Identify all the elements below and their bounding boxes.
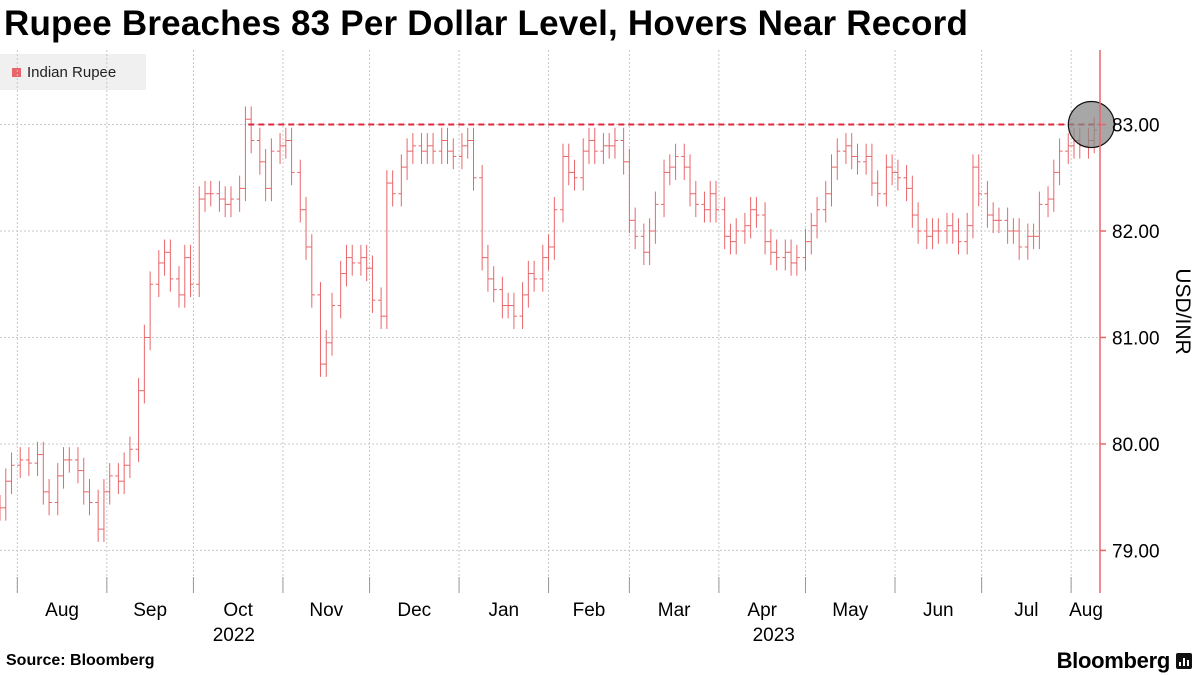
price-bars	[0, 106, 1098, 542]
y-axis-title: USD/INR	[1171, 268, 1194, 354]
x-tick-label: Feb	[573, 600, 606, 621]
chart-title: Rupee Breaches 83 Per Dollar Level, Hove…	[4, 4, 969, 43]
x-tick-label: Jun	[923, 600, 954, 621]
y-tick-label: 80.00	[1112, 435, 1160, 456]
x-year-label: 2022	[213, 625, 255, 646]
x-tick-label: Sep	[133, 600, 167, 621]
x-tick-label: Mar	[658, 600, 691, 621]
x-tick-label: Oct	[223, 600, 253, 621]
legend: Indian Rupee	[0, 54, 146, 90]
y-tick-label: 83.00	[1112, 116, 1160, 137]
bar-chart-icon	[1176, 653, 1192, 669]
x-tick-label: Jul	[1014, 600, 1038, 621]
highlight-circle	[1067, 100, 1115, 149]
y-tick-label: 79.00	[1112, 541, 1160, 562]
x-tick-label: Aug	[45, 600, 79, 621]
x-tick-label: Aug	[1069, 600, 1103, 621]
brand-wordmark: Bloomberg	[1056, 648, 1171, 673]
legend-label-indian-rupee: Indian Rupee	[27, 63, 117, 81]
highlight-marker	[1067, 100, 1115, 149]
source-note: Source: Bloomberg	[6, 652, 155, 669]
x-axis: Aug Sep Oct Nov Dec Jan Feb Mar Apr May Jun Jul Aug 2…	[16, 577, 1103, 646]
brand-logo: Bloomberg	[1057, 648, 1192, 674]
y-axis: 79.00 80.00 81.00 82.00 83.00 USD/INR	[1099, 50, 1194, 593]
x-year-label: 2023	[753, 625, 795, 646]
y-tick-label: 82.00	[1112, 222, 1160, 243]
y-tick-label: 81.00	[1112, 328, 1160, 349]
grid-lines	[0, 50, 1100, 593]
x-tick-label: Nov	[309, 600, 343, 621]
x-tick-label: Jan	[488, 600, 519, 621]
legend-swatch	[12, 67, 21, 77]
x-tick-label: Apr	[747, 600, 777, 621]
x-tick-label: May	[832, 600, 868, 621]
x-tick-label: Dec	[397, 600, 431, 621]
